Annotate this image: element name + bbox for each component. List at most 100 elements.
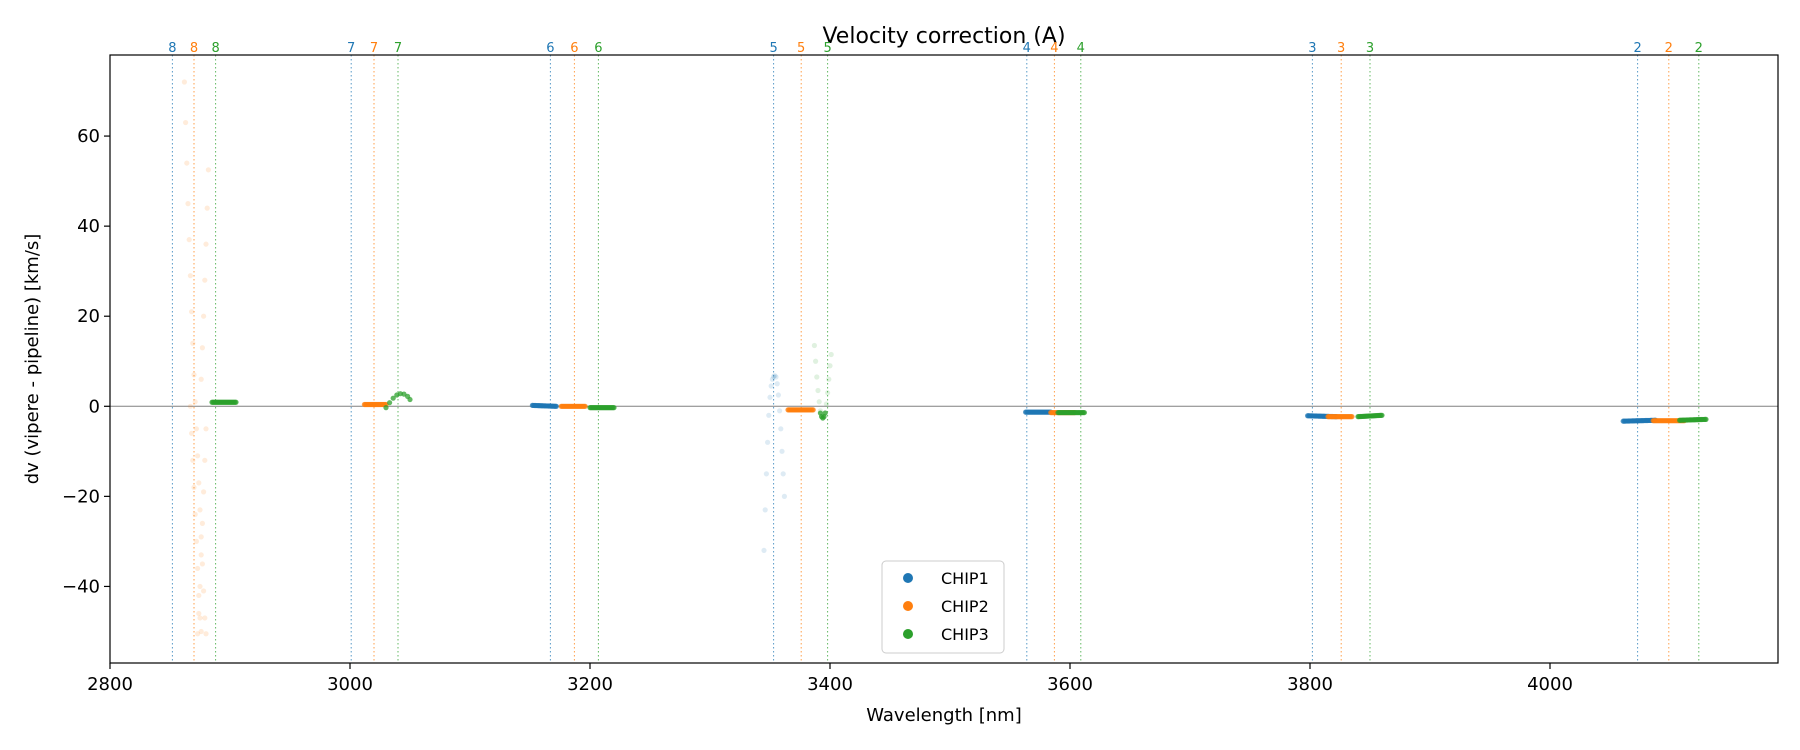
data-point	[773, 374, 779, 380]
data-point	[762, 507, 768, 513]
data-point	[828, 351, 834, 358]
data-point	[185, 201, 191, 207]
y-tick-label: 0	[89, 396, 100, 417]
data-point	[1379, 412, 1385, 418]
data-point	[196, 480, 202, 486]
legend-frame	[881, 560, 1005, 654]
data-point	[202, 457, 208, 463]
order-label: 2	[1665, 41, 1673, 56]
x-tick-label: 3000	[327, 674, 373, 695]
data-point	[813, 358, 819, 364]
data-point	[775, 392, 782, 398]
data-point	[190, 457, 196, 463]
data-point	[202, 277, 208, 283]
data-point	[204, 205, 210, 211]
order-label: 3	[1308, 41, 1316, 56]
data-point	[189, 309, 195, 315]
order-label: 3	[1337, 41, 1345, 56]
data-series	[181, 79, 1709, 637]
legend-marker-chip1	[903, 573, 913, 583]
data-point	[769, 376, 776, 382]
data-point	[203, 426, 209, 432]
x-tick-label: 3400	[807, 674, 853, 695]
order-label: 5	[823, 41, 831, 56]
order-label: 5	[769, 41, 777, 56]
order-label: 2	[1695, 41, 1703, 56]
legend-label-chip3: CHIP3	[941, 625, 989, 644]
data-point	[823, 401, 830, 407]
legend-label-chip1: CHIP1	[941, 569, 989, 588]
data-point	[766, 412, 772, 418]
data-point	[205, 167, 211, 173]
data-point	[199, 345, 205, 351]
y-tick-label: 20	[77, 306, 100, 327]
data-point	[772, 373, 778, 379]
data-point	[383, 405, 389, 411]
order-label: 4	[1023, 41, 1031, 56]
series-chip2	[181, 79, 1687, 637]
x-axis-label: Wavelength [nm]	[866, 705, 1022, 726]
order-label: 7	[370, 41, 378, 56]
order-label: 8	[190, 41, 198, 56]
data-point	[1703, 416, 1709, 422]
x-tick-label: 2800	[87, 674, 133, 695]
data-point	[387, 400, 393, 406]
data-point	[390, 395, 396, 401]
data-point	[191, 484, 197, 490]
data-point	[192, 511, 198, 517]
data-point	[827, 363, 833, 369]
data-point	[196, 592, 202, 599]
data-point	[195, 565, 201, 572]
data-point	[187, 273, 193, 279]
data-point	[189, 430, 195, 436]
order-label: 8	[211, 41, 219, 56]
data-point	[761, 547, 767, 554]
data-point	[193, 538, 199, 545]
data-point	[826, 376, 832, 382]
data-point	[811, 342, 818, 349]
data-point	[582, 403, 588, 409]
data-point	[199, 520, 205, 526]
data-point	[183, 119, 189, 126]
chart-title: Velocity correction (A)	[822, 24, 1065, 49]
data-point	[203, 631, 209, 637]
data-point	[186, 237, 192, 243]
data-point	[203, 241, 209, 247]
order-label: 3	[1366, 41, 1374, 56]
order-label: 7	[347, 41, 355, 56]
y-tick-label: −20	[62, 486, 100, 507]
legend-entry-chip1: CHIP1	[903, 569, 989, 588]
data-point	[187, 403, 193, 409]
data-point	[198, 534, 204, 540]
data-point	[771, 373, 777, 380]
legend-entry-chip3: CHIP3	[903, 625, 989, 644]
data-point	[184, 160, 190, 166]
data-point	[196, 610, 202, 617]
order-label: 5	[797, 41, 805, 56]
y-axis-ticks: −40 −20 0 20 40 60	[62, 126, 110, 597]
data-point	[777, 408, 783, 414]
data-point	[195, 453, 201, 459]
data-point	[199, 561, 205, 567]
data-point	[201, 313, 207, 319]
legend-marker-chip3	[903, 629, 913, 639]
data-point	[195, 631, 201, 637]
data-point	[191, 372, 197, 378]
data-point	[781, 493, 788, 499]
y-axis-label: dv (vipere - pipeline) [km/s]	[22, 234, 43, 485]
legend-label-chip2: CHIP2	[941, 597, 989, 616]
x-tick-label: 3600	[1047, 674, 1093, 695]
plot-frame	[109, 54, 1779, 664]
y-tick-label: 40	[77, 216, 100, 237]
data-point	[201, 489, 207, 495]
data-point	[197, 507, 203, 513]
legend-entry-chip2: CHIP2	[903, 597, 989, 616]
legend-marker-chip2	[903, 601, 913, 611]
data-point	[779, 448, 785, 454]
data-point	[825, 390, 831, 396]
data-point	[192, 399, 198, 405]
order-label: 4	[1050, 41, 1058, 56]
data-point	[233, 399, 239, 405]
series-chip3	[209, 342, 1709, 423]
data-point	[774, 381, 780, 387]
